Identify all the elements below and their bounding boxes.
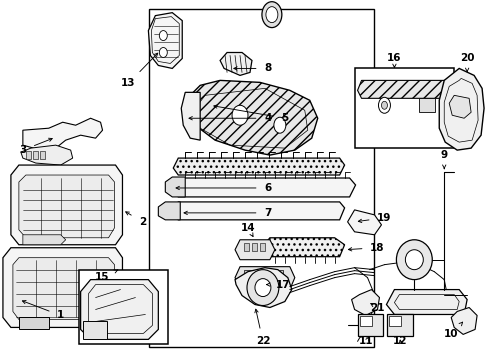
Bar xyxy=(419,98,435,112)
Ellipse shape xyxy=(396,240,432,280)
Text: 18: 18 xyxy=(348,243,385,253)
Text: 1: 1 xyxy=(23,301,64,320)
Text: 10: 10 xyxy=(444,322,463,339)
Bar xyxy=(390,316,401,327)
Text: 7: 7 xyxy=(184,208,271,218)
Text: 17: 17 xyxy=(267,280,290,289)
Polygon shape xyxy=(439,68,484,150)
Polygon shape xyxy=(165,177,185,197)
Bar xyxy=(83,321,106,339)
Polygon shape xyxy=(188,80,318,155)
Polygon shape xyxy=(173,158,344,175)
Text: 21: 21 xyxy=(370,302,385,312)
Ellipse shape xyxy=(382,101,388,109)
Polygon shape xyxy=(11,165,122,245)
Text: 15: 15 xyxy=(95,270,118,282)
Polygon shape xyxy=(181,92,200,140)
Bar xyxy=(355,68,454,148)
Ellipse shape xyxy=(266,7,278,23)
Polygon shape xyxy=(347,210,382,235)
Bar xyxy=(40,151,45,159)
Polygon shape xyxy=(21,145,73,165)
Text: 6: 6 xyxy=(176,183,271,193)
Ellipse shape xyxy=(247,270,279,306)
Text: 5: 5 xyxy=(214,105,289,123)
Text: 12: 12 xyxy=(393,336,408,346)
Polygon shape xyxy=(23,118,102,150)
Polygon shape xyxy=(358,80,451,98)
Polygon shape xyxy=(449,95,471,118)
Bar xyxy=(260,243,265,251)
Polygon shape xyxy=(235,267,295,289)
Bar xyxy=(19,318,49,329)
Ellipse shape xyxy=(159,48,167,58)
Text: 8: 8 xyxy=(234,63,271,73)
Polygon shape xyxy=(81,280,158,339)
Bar xyxy=(26,151,31,159)
Polygon shape xyxy=(13,258,115,319)
Polygon shape xyxy=(220,53,252,75)
Text: 2: 2 xyxy=(126,212,146,227)
Ellipse shape xyxy=(378,97,391,113)
Ellipse shape xyxy=(255,279,271,297)
Text: 9: 9 xyxy=(441,150,448,168)
Text: 16: 16 xyxy=(387,54,402,67)
Bar xyxy=(388,315,414,336)
Bar xyxy=(149,9,374,347)
Ellipse shape xyxy=(159,31,167,41)
Polygon shape xyxy=(352,289,379,315)
Polygon shape xyxy=(19,175,115,238)
Bar xyxy=(272,270,283,285)
Polygon shape xyxy=(235,240,275,260)
Polygon shape xyxy=(148,13,182,68)
Polygon shape xyxy=(3,248,122,328)
Bar xyxy=(33,151,38,159)
Bar xyxy=(358,315,384,336)
Bar xyxy=(244,270,255,285)
Polygon shape xyxy=(451,307,477,334)
Text: 20: 20 xyxy=(460,54,474,72)
Polygon shape xyxy=(172,178,356,197)
Ellipse shape xyxy=(262,2,282,28)
Bar xyxy=(360,316,371,327)
Text: 14: 14 xyxy=(241,223,255,237)
Text: 19: 19 xyxy=(358,213,392,223)
Bar xyxy=(258,270,269,285)
Ellipse shape xyxy=(405,250,423,270)
Ellipse shape xyxy=(232,105,248,125)
Ellipse shape xyxy=(274,117,286,133)
Text: 13: 13 xyxy=(121,53,158,88)
Polygon shape xyxy=(158,202,180,220)
Polygon shape xyxy=(235,268,292,307)
Bar xyxy=(83,318,113,329)
Text: 22: 22 xyxy=(255,309,270,346)
Bar xyxy=(252,243,257,251)
Bar xyxy=(78,270,168,345)
Text: 11: 11 xyxy=(359,336,374,346)
Polygon shape xyxy=(387,289,467,315)
Polygon shape xyxy=(172,202,344,220)
Polygon shape xyxy=(260,238,344,257)
Polygon shape xyxy=(23,235,66,245)
Text: 3: 3 xyxy=(19,138,52,155)
Text: 4: 4 xyxy=(189,113,271,123)
Bar xyxy=(244,243,249,251)
